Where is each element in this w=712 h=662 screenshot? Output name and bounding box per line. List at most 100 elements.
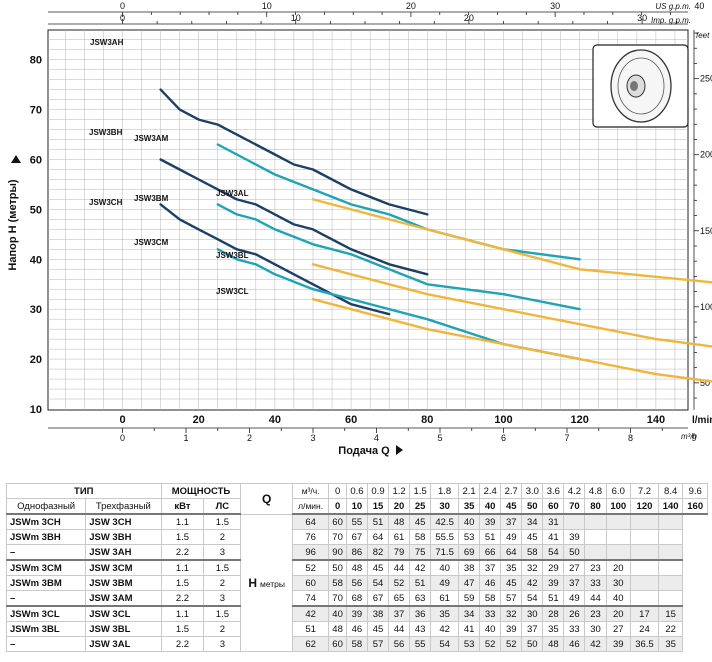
q-m3h-3: 1.2: [388, 483, 411, 499]
head-value: [563, 513, 586, 530]
head-value: 42: [584, 636, 607, 652]
y-tick-label: 10: [30, 404, 42, 416]
us-tick-label: 20: [406, 1, 416, 11]
q-m3h-12: 4.8: [584, 483, 607, 499]
power-hp: 3: [203, 544, 242, 561]
head-value: 35: [657, 636, 684, 652]
right-tick-label: 150: [700, 226, 712, 236]
power-hp: 2: [203, 529, 242, 545]
head-value: 35: [542, 621, 565, 637]
head-value: 54: [521, 590, 544, 607]
curve-label-jsw3ah: JSW3AH: [90, 38, 124, 47]
head-value: [630, 575, 659, 591]
table-header-row-2: Однофазный Трехфазный кВт ЛС л/мин. 0 10…: [5, 498, 708, 515]
head-value: 58: [328, 575, 347, 591]
head-value: 36.5: [630, 636, 659, 652]
curve-label-jsw3bh: JSW3BH: [89, 128, 123, 137]
head-value: 39: [542, 575, 565, 591]
head-value: 45: [500, 575, 523, 591]
head-value: [657, 529, 684, 545]
head-value: 56: [345, 575, 368, 591]
q-unit-lmin: л/мин.: [291, 498, 330, 515]
head-value: 61: [388, 529, 411, 545]
q-lmin-0: 0: [328, 498, 347, 515]
table-row: JSWm 3BL JSW 3BL 1.5 2 51 48 46 45 44 43 42 41 40 39 3…: [5, 621, 708, 637]
head-value: 55.5: [430, 529, 460, 545]
head-value: 40: [479, 621, 502, 637]
us-tick-label: 0: [120, 1, 125, 11]
head-value: 40: [605, 590, 632, 607]
head-value: 34: [458, 605, 481, 622]
head-value: 57: [500, 590, 523, 607]
head-value: 64: [366, 529, 390, 545]
q-m3h-0: 0: [328, 483, 347, 499]
head-value: 39: [345, 605, 368, 622]
us-tick-label: 10: [262, 1, 272, 11]
head-value: 24: [630, 621, 659, 637]
head-value: 26: [563, 605, 586, 622]
head-value: [657, 575, 684, 591]
power-kw: 2.2: [160, 636, 205, 652]
x-tick-label: 140: [647, 414, 665, 426]
head-value: 69: [458, 544, 481, 561]
head-value: 60: [291, 575, 330, 591]
single-phase-model: –: [5, 590, 87, 607]
head-value: 45: [366, 621, 390, 637]
head-value: 42: [409, 559, 432, 576]
head-value: 63: [409, 590, 432, 607]
power-kw: 2.2: [160, 544, 205, 561]
col-q: Q: [240, 483, 293, 515]
q-m3h-2: 0.9: [366, 483, 390, 499]
power-hp: 2: [203, 621, 242, 637]
q-lmin-6: 35: [458, 498, 481, 515]
x-axis-title: Подача Q: [338, 445, 390, 457]
single-phase-model: –: [5, 636, 87, 652]
head-value: 57: [366, 636, 390, 652]
three-phase-model: JSW 3AM: [85, 590, 162, 607]
head-value: 49: [563, 590, 586, 607]
m3h-tick-label: 4: [374, 433, 379, 443]
head-value: [630, 559, 659, 576]
head-value: 56: [388, 636, 411, 652]
head-value: 42: [430, 621, 460, 637]
head-value: 60: [328, 513, 347, 530]
q-m3h-4: 1.5: [409, 483, 432, 499]
col-type: ТИП: [6, 483, 162, 499]
head-value: [657, 590, 684, 607]
head-value: 37: [500, 513, 523, 530]
q-m3h-15: 8.4: [657, 483, 684, 499]
axes: 020406080100120140160l/min10203040506070…: [7, 1, 712, 457]
head-value: 67: [345, 529, 368, 545]
x-tick-label: 60: [345, 414, 357, 426]
table-row: – JSW 3AL 2.2 3 62 60 58 57 56 55 54 53 52 52 50 48 46 42…: [5, 636, 708, 652]
head-value: 68: [345, 590, 368, 607]
power-kw: 1.1: [160, 513, 205, 530]
head-value: [657, 513, 684, 530]
q-lmin-4: 25: [409, 498, 432, 515]
head-value: 59: [458, 590, 481, 607]
head-value: [657, 544, 684, 561]
x-tick-label: 20: [193, 414, 205, 426]
x-tick-label: 80: [421, 414, 433, 426]
power-kw: 1.1: [160, 559, 205, 576]
impeller-inset: [592, 44, 689, 128]
head-value: [630, 513, 659, 530]
q-lmin-14: 120: [630, 498, 659, 515]
head-value: 39: [500, 621, 523, 637]
plot-frame: [47, 29, 689, 411]
us-tick-label: 30: [550, 1, 560, 11]
curve-jsw3ch: [159, 203, 391, 316]
head-value: 79: [388, 544, 411, 561]
three-phase-model: JSW 3BM: [85, 575, 162, 591]
power-hp: 1.5: [203, 605, 242, 622]
head-value: 65: [388, 590, 411, 607]
head-value: 50: [563, 544, 586, 561]
imp-tick-label: 0: [120, 13, 125, 23]
q-m3h-6: 2.1: [458, 483, 481, 499]
col-power: МОЩНОСТЬ: [160, 483, 242, 499]
q-lmin-1: 10: [345, 498, 368, 515]
head-value: 41: [542, 529, 565, 545]
head-value: 35: [500, 559, 523, 576]
q-lmin-9: 50: [521, 498, 544, 515]
